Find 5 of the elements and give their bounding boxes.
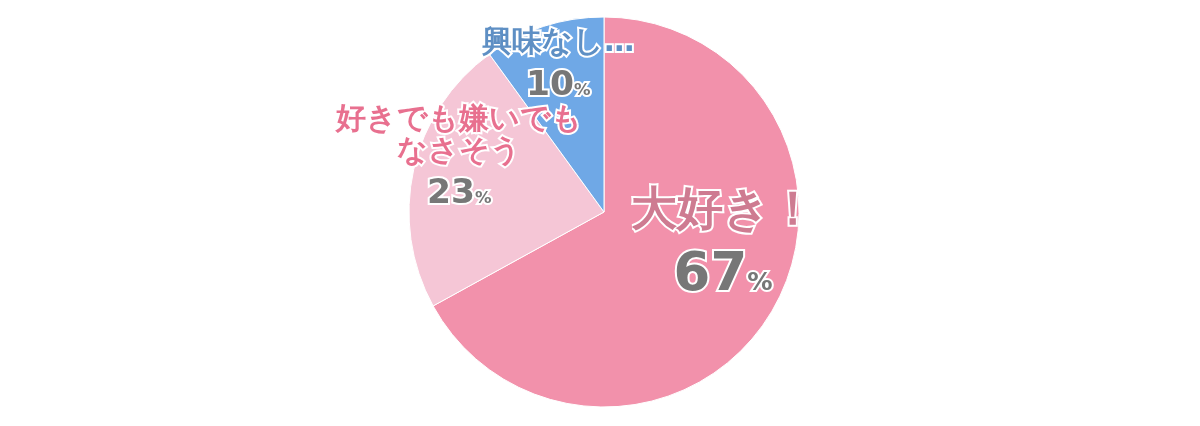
data-label: 23% bbox=[427, 171, 493, 212]
data-label: 67% bbox=[673, 241, 773, 303]
slice-label: 興味なし… bbox=[481, 23, 635, 59]
data-label: 10% bbox=[525, 62, 591, 103]
slice-label: 大好き！ bbox=[630, 180, 816, 235]
